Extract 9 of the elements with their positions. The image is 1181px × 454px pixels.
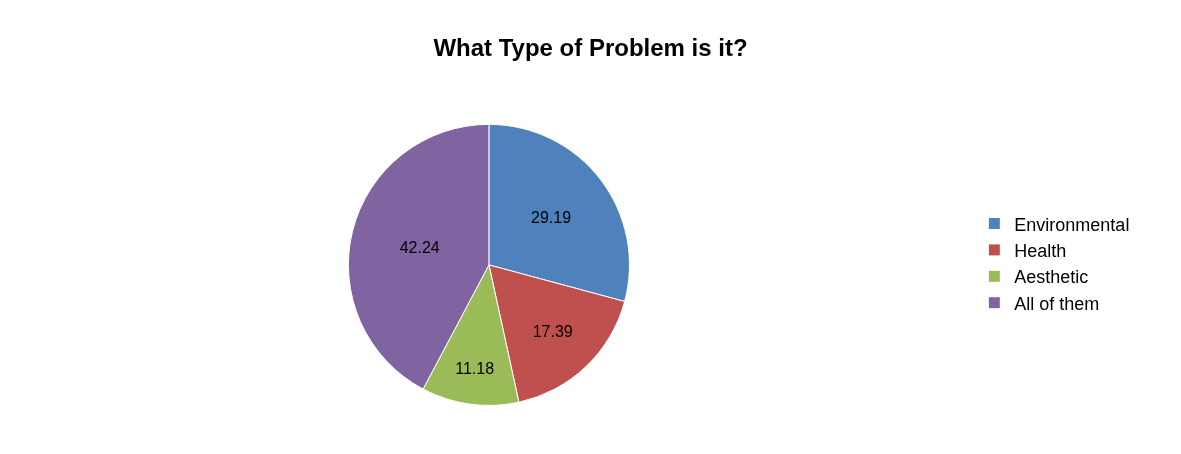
data-label: 29.19 [531,208,572,226]
legend-label: All of them [1014,293,1100,314]
chart-title: What Type of Problem is it? [433,34,748,62]
legend-label: Environmental [1014,214,1130,235]
data-label: 17.39 [532,323,573,341]
legend-label: Aesthetic [1014,267,1089,288]
data-label: 42.24 [399,239,440,257]
data-label: 11.18 [455,360,495,377]
legend-label: Health [1014,240,1067,261]
